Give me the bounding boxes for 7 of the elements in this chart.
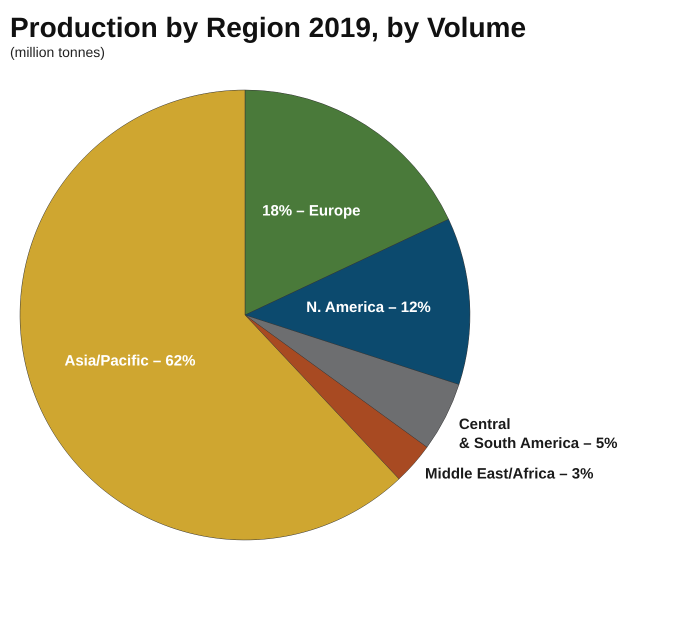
slice-label: Central & South America – 5% xyxy=(458,416,618,452)
slice-label: Middle East/Africa – 3% xyxy=(425,466,594,483)
slice-label: Asia/Pacific – 62% xyxy=(64,352,196,370)
chart-subtitle: (million tonnes) xyxy=(10,44,105,60)
slice-label: N. America – 12% xyxy=(306,299,431,316)
chart-title: Production by Region 2019, by Volume xyxy=(10,12,526,43)
slice-label: 18% – Europe xyxy=(262,202,360,220)
